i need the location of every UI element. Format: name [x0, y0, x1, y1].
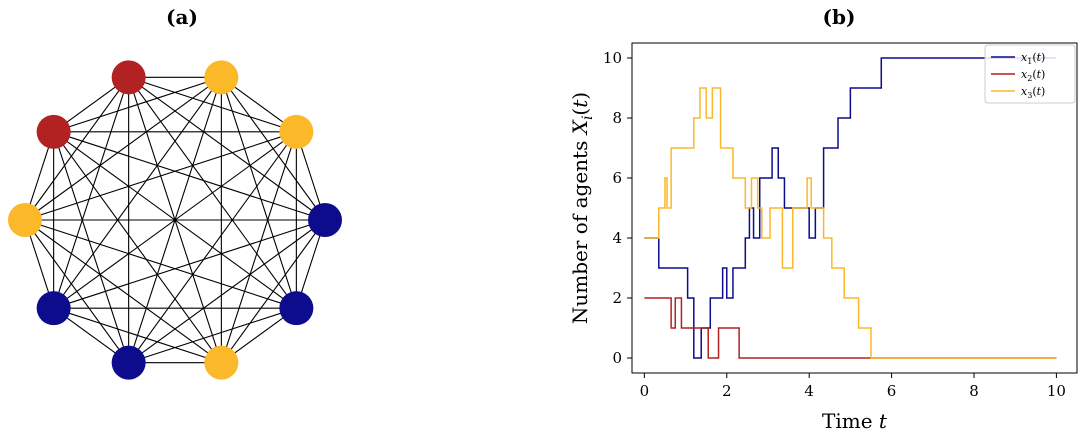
x-tick-label: 2: [722, 382, 732, 400]
y-tick-label: 6: [612, 169, 622, 187]
legend-label-x3: x3(t): [1021, 85, 1045, 100]
panel-b-label: (b): [823, 5, 856, 29]
network-edge: [220, 77, 297, 309]
x-tick-label: 10: [1047, 382, 1066, 400]
x-tick-label: 6: [887, 382, 897, 400]
network-edge: [53, 131, 297, 309]
network-node: [111, 345, 146, 380]
network-edge: [53, 131, 222, 363]
network-edge: [53, 131, 326, 221]
network-edges: [24, 76, 326, 364]
x-tick-label: 4: [804, 382, 814, 400]
network-node: [111, 60, 146, 95]
network-node: [279, 291, 314, 326]
panel-a-label: (a): [166, 5, 198, 29]
network-edge: [24, 219, 297, 309]
network-edge: [24, 76, 222, 221]
network-edge: [128, 307, 297, 364]
series-line-x3: [644, 87, 1057, 359]
y-tick-label: 10: [603, 49, 622, 67]
network-nodes: [8, 60, 342, 380]
legend: x1(t) x2(t) x3(t): [984, 44, 1076, 104]
y-tick-label: 0: [612, 349, 622, 367]
y-axis-title: Number of agents Xi(t): [568, 92, 596, 324]
legend-label-x2: x2(t): [1021, 68, 1045, 83]
network-edge: [53, 307, 222, 364]
series-lines: [644, 57, 1057, 359]
network-edge: [53, 77, 130, 309]
y-tick-label: 4: [612, 229, 622, 247]
y-tick-label: 2: [612, 289, 622, 307]
network-node: [36, 291, 71, 326]
network-graph: [8, 60, 342, 380]
time-series-chart: 0 2 4 6 8 10 0 2 4 6 8 10 Time t Number of agents …: [568, 42, 1078, 433]
network-edge: [220, 131, 297, 363]
legend-box: [984, 44, 1076, 104]
network-edge: [53, 76, 222, 133]
x-axis-title: Time t: [822, 409, 888, 433]
network-edge: [53, 131, 130, 363]
series-line-x2: [644, 297, 1057, 359]
y-tick-label: 8: [612, 109, 622, 127]
x-axis-ticks: 0 2 4 6 8 10: [640, 373, 1066, 400]
x-tick-label: 8: [969, 382, 979, 400]
network-node: [279, 114, 314, 149]
plot-frame: [631, 42, 1078, 374]
network-edge: [128, 76, 326, 221]
network-node: [204, 60, 239, 95]
network-edge: [128, 219, 326, 364]
network-edge: [24, 131, 297, 221]
network-node: [308, 203, 342, 237]
series-line-x1: [644, 57, 1057, 359]
x-tick-label: 0: [640, 382, 650, 400]
legend-label-x1: x1(t): [1021, 51, 1045, 66]
network-node: [204, 345, 239, 380]
network-node: [8, 203, 42, 237]
network-edge: [53, 219, 326, 309]
network-edge: [24, 219, 222, 364]
network-edge: [24, 219, 130, 363]
network-node: [36, 114, 71, 149]
y-axis-ticks: 0 2 4 6 8 10: [603, 49, 632, 367]
